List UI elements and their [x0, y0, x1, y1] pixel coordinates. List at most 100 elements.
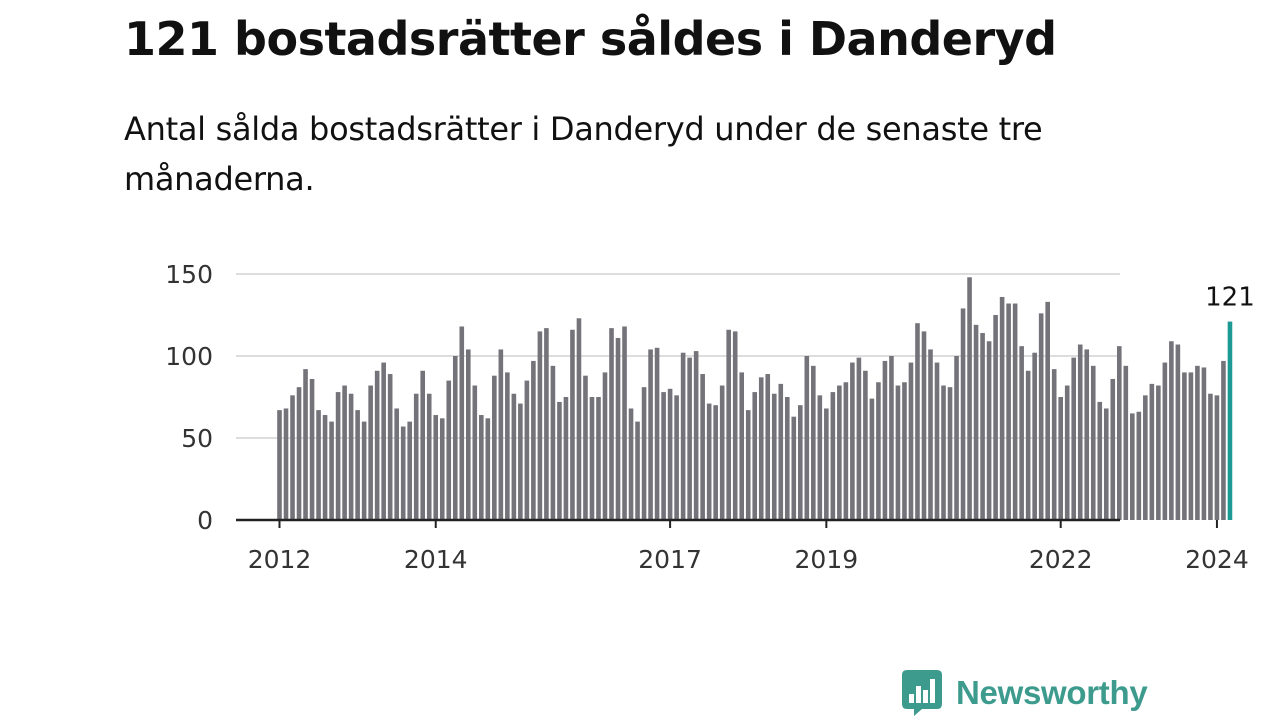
bar: [505, 372, 510, 520]
bar: [1149, 383, 1155, 520]
bar: [576, 318, 582, 520]
bar: [798, 405, 803, 520]
bar: [1090, 365, 1096, 520]
bar: [804, 356, 810, 520]
bar: [1012, 303, 1018, 520]
bar: [348, 393, 354, 520]
bar: [641, 387, 647, 520]
x-tick-label: 2024: [1185, 545, 1249, 574]
bar: [329, 421, 334, 520]
y-axis-ticks: 0 50 100 150: [165, 260, 213, 535]
bar: [609, 328, 614, 520]
bar: [563, 397, 569, 520]
bar: [374, 370, 380, 520]
bar: [1019, 346, 1024, 520]
bar: [1201, 367, 1207, 520]
bar: [498, 349, 504, 520]
bar: [882, 360, 888, 520]
bar: [1130, 413, 1135, 520]
y-tick-label: 0: [197, 506, 213, 535]
bar: [784, 397, 790, 520]
bar: [758, 377, 764, 520]
bar: [693, 351, 699, 520]
bar: [1084, 349, 1090, 520]
bar: [583, 375, 588, 520]
bar: [745, 410, 751, 520]
bar: [361, 421, 367, 520]
bar: [1156, 385, 1161, 520]
bar: [765, 374, 771, 520]
bar: [947, 387, 953, 520]
bar: [1077, 344, 1083, 520]
x-axis: [236, 518, 1218, 528]
bar: [824, 408, 829, 520]
bar: [426, 393, 432, 520]
bar: [368, 385, 373, 520]
bar: [980, 333, 985, 520]
bar: [1025, 370, 1031, 520]
bar: [1214, 395, 1220, 520]
bar: [622, 326, 627, 520]
bar: [1058, 397, 1063, 520]
annotations: 121: [1205, 283, 1255, 313]
bar: [771, 393, 777, 520]
bar: [1097, 401, 1103, 520]
bar: [928, 349, 933, 520]
x-axis-ticks: 2012 2014 2017 2019 2022 2024: [248, 545, 1249, 574]
bar: [400, 426, 406, 520]
bar: [1103, 408, 1109, 520]
bar: [811, 365, 816, 520]
bar: [1162, 362, 1168, 520]
bar: [1032, 352, 1037, 520]
bar: [342, 385, 347, 520]
bar-chart: 0 50 100 150 2012 2014 2017 2019 2022 2024 121: [165, 260, 1255, 574]
bar: [654, 347, 660, 520]
bar: [856, 357, 862, 520]
bar: [967, 277, 972, 520]
x-tick-label: 2022: [1029, 545, 1093, 574]
bar: [876, 382, 881, 520]
bar: [830, 392, 836, 520]
bar: [719, 385, 725, 520]
bar: [1175, 344, 1181, 520]
bar: [1123, 365, 1129, 520]
bar: [934, 362, 940, 520]
chart-subtitle: Antal sålda bostadsrätter i Danderyd und…: [124, 110, 1043, 198]
bar: [915, 323, 920, 520]
brand-logo: Newsworthy: [902, 670, 1148, 716]
bar: [1071, 357, 1077, 520]
bar: [394, 408, 399, 520]
bar: [648, 349, 653, 520]
bar: [713, 405, 718, 520]
bar: [1045, 301, 1050, 520]
bar: [1110, 378, 1116, 520]
bar: [973, 324, 979, 520]
bar: [687, 357, 692, 520]
bar: [303, 369, 308, 520]
bar: [680, 352, 686, 520]
bar: [524, 380, 530, 520]
bar: [550, 365, 556, 520]
highlight-value-label: 121: [1205, 283, 1255, 313]
bar: [589, 397, 595, 520]
bar: [420, 370, 426, 520]
bar: [908, 362, 914, 520]
bar: [452, 356, 458, 520]
bar: [446, 380, 452, 520]
bar: [1051, 369, 1057, 520]
bar: [531, 360, 536, 520]
bar: [661, 392, 666, 520]
bar: [439, 418, 445, 520]
bar: [1195, 365, 1200, 520]
bar: [674, 395, 679, 520]
bar: [1064, 385, 1070, 520]
x-tick-label: 2012: [248, 545, 312, 574]
bar: [635, 421, 640, 520]
bar: [296, 387, 302, 520]
bar: [283, 408, 289, 520]
bar: [1143, 395, 1148, 520]
bar: [596, 397, 601, 520]
bar-chart-speech-bubble-icon: [902, 670, 942, 716]
bar: [557, 401, 562, 520]
bar: [465, 349, 471, 520]
